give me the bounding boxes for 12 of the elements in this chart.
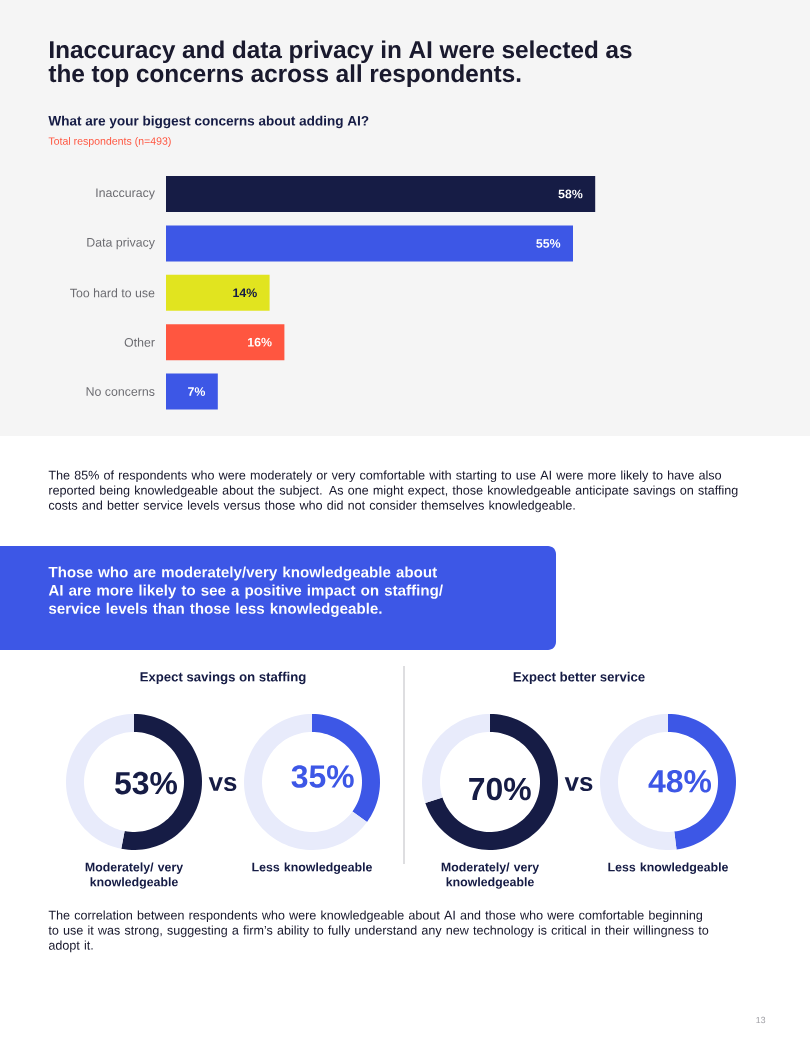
bar xyxy=(166,324,285,361)
bar xyxy=(166,274,270,311)
chart-title: Inaccuracy and data privacy in AI were selected as the top concerns across all respondents. xyxy=(48,40,632,87)
bar xyxy=(166,225,573,262)
text: vs xyxy=(564,776,593,792)
bar xyxy=(166,175,596,212)
bar xyxy=(166,373,218,410)
data-label: 53% xyxy=(115,771,177,795)
text: vs xyxy=(208,776,237,792)
data-label: 48% xyxy=(648,769,712,793)
data-label: 70% xyxy=(469,777,531,801)
data-label: 35% xyxy=(291,765,354,788)
